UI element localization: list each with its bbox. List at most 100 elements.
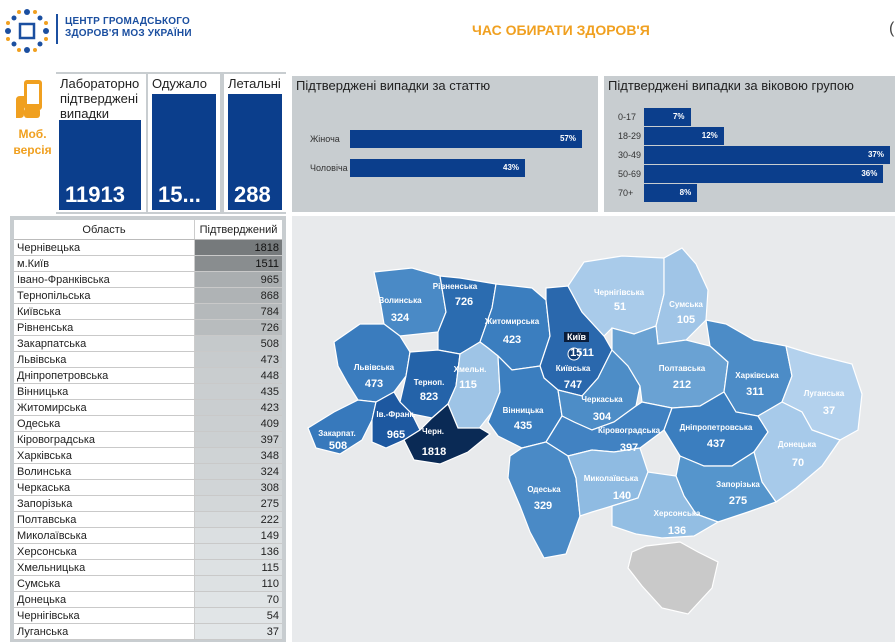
region-crimea[interactable] xyxy=(627,541,719,615)
table-row[interactable]: Черкаська 308 xyxy=(14,480,282,496)
region-value-label: 508 xyxy=(328,440,348,452)
mobile-version-button[interactable]: Моб. версія xyxy=(10,74,55,164)
table-row[interactable]: м.Київ 1511 xyxy=(14,256,282,272)
confirmed-value-cell: 784 xyxy=(194,304,282,319)
region-sumy[interactable] xyxy=(655,247,709,345)
region-value-label: 435 xyxy=(513,420,533,432)
bar: 36% xyxy=(644,165,884,183)
region-name-label: Черкаська xyxy=(581,395,623,404)
table-row[interactable]: Полтавська 222 xyxy=(14,512,282,528)
table-row[interactable]: Хмельницька 115 xyxy=(14,560,282,576)
region-name-label: Полтавська xyxy=(658,364,706,373)
table-row[interactable]: Запорізька 275 xyxy=(14,496,282,512)
region-value-label: 1818 xyxy=(421,446,447,458)
confirmed-value-cell: 54 xyxy=(194,608,282,623)
mobile-label-line2: версія xyxy=(13,143,52,157)
bar: 37% xyxy=(644,146,890,164)
confirmed-value-cell: 222 xyxy=(194,512,282,527)
table-row[interactable]: Донецька 70 xyxy=(14,592,282,608)
confirmed-value-cell: 473 xyxy=(194,352,282,367)
gender-chart-title: Підтверджені випадки за статтю xyxy=(296,78,491,93)
logo-line-2: ЗДОРОВ'Я МОЗ УКРАЇНИ xyxy=(65,28,192,39)
bar-value-label: 36% xyxy=(861,169,878,178)
table-row[interactable]: Дніпропетровська 448 xyxy=(14,368,282,384)
region-value-label: 136 xyxy=(667,525,687,537)
bar-category-label: 30-49 xyxy=(618,150,642,160)
region-name-cell: Харківська xyxy=(17,450,72,462)
region-name-label: Херсонська xyxy=(653,509,701,518)
table-row[interactable]: Івано-Франківська 965 xyxy=(14,272,282,288)
table-row[interactable]: Чернігівська 54 xyxy=(14,608,282,624)
table-row[interactable]: Миколаївська 149 xyxy=(14,528,282,544)
table-row[interactable]: Одеська 409 xyxy=(14,416,282,432)
region-name-label: Рівненська xyxy=(432,282,478,291)
kpi-label: Лабораторно підтверджені випадки xyxy=(60,76,140,121)
region-name-label: Київська xyxy=(555,364,591,373)
table-body: Чернівецька 1818 м.Київ 1511 Івано-Франківсь… xyxy=(14,240,282,640)
map-canvas xyxy=(307,247,863,615)
region-name-cell: Дніпропетровська xyxy=(17,370,109,382)
table-row[interactable]: Житомирська 423 xyxy=(14,400,282,416)
table-row[interactable]: Тернопільська 868 xyxy=(14,288,282,304)
bar-row[interactable]: 70+ 8% xyxy=(604,184,895,202)
region-chernivtsi[interactable] xyxy=(403,402,492,465)
bar-category-label: 0-17 xyxy=(618,112,637,122)
region-kherson[interactable] xyxy=(611,471,720,539)
bar-row[interactable]: 0-17 7% xyxy=(604,108,895,126)
column-header-region[interactable]: Область xyxy=(82,224,126,236)
confirmed-value-cell: 324 xyxy=(194,464,282,479)
confirmed-value-cell: 70 xyxy=(194,592,282,607)
region-value-label: 324 xyxy=(390,312,410,324)
bar-category-label: 70+ xyxy=(618,188,634,198)
logo-text: ЦЕНТР ГРОМАДСЬКОГО ЗДОРОВ'Я МОЗ УКРАЇНИ xyxy=(65,16,192,40)
table-row[interactable]: Чернівецька 1818 xyxy=(14,240,282,256)
region-value-label: 397 xyxy=(619,442,639,454)
table-row[interactable]: Київська 784 xyxy=(14,304,282,320)
region-value-label: 329 xyxy=(533,500,553,512)
region-name-label: Терноп. xyxy=(413,378,445,387)
bar-row[interactable]: 30-49 37% xyxy=(604,146,895,164)
region-lviv[interactable] xyxy=(333,323,411,403)
confirmed-value-cell: 136 xyxy=(194,544,282,559)
bar-row[interactable]: Жіноча 57% xyxy=(292,130,598,148)
table-row[interactable]: Луганська 37 xyxy=(14,624,282,640)
confirmed-value-cell: 115 xyxy=(194,560,282,575)
region-value-label: 423 xyxy=(502,334,522,346)
confirmed-value-cell: 110 xyxy=(194,576,282,591)
region-name-label: Одеська xyxy=(527,485,561,494)
bar-value-label: 57% xyxy=(559,134,576,143)
region-value-label: 965 xyxy=(386,429,406,441)
partial-icon: ( xyxy=(889,20,895,37)
bar-row[interactable]: Чоловіча 43% xyxy=(292,159,598,177)
region-odesa[interactable] xyxy=(507,441,581,559)
table-row[interactable]: Херсонська 136 xyxy=(14,544,282,560)
ministry-logo-icon xyxy=(5,9,49,53)
bar-row[interactable]: 50-69 36% xyxy=(604,165,895,183)
confirmed-value-cell: 435 xyxy=(194,384,282,399)
table-row[interactable]: Вінницька 435 xyxy=(14,384,282,400)
table-row[interactable]: Волинська 324 xyxy=(14,464,282,480)
table-row[interactable]: Харківська 348 xyxy=(14,448,282,464)
region-name-label: Черн. xyxy=(421,427,445,436)
table-row[interactable]: Львівська 473 xyxy=(14,352,282,368)
table-row[interactable]: Сумська 110 xyxy=(14,576,282,592)
column-header-confirmed[interactable]: Підтверджений xyxy=(194,220,282,239)
age-chart-panel: Підтверджені випадки за віковою групою 0… xyxy=(604,76,895,212)
region-name-label: Миколаївська xyxy=(583,474,639,483)
region-kyivcity[interactable] xyxy=(567,347,581,361)
table-row[interactable]: Кіровоградська 397 xyxy=(14,432,282,448)
kpi-recovered: Одужало 15... xyxy=(148,74,220,212)
kpi-value-box: 11913 xyxy=(59,120,141,210)
table-row[interactable]: Рівненська 726 xyxy=(14,320,282,336)
table-row[interactable]: Закарпатська 508 xyxy=(14,336,282,352)
region-value-label: 115 xyxy=(459,379,477,391)
regions-table: Область Підтверджений Чернівецька 1818 м.К… xyxy=(14,220,282,640)
region-name-label: Луганська xyxy=(803,389,845,398)
region-name-cell: Волинська xyxy=(17,466,72,478)
logo-divider xyxy=(56,14,58,44)
region-donetsk[interactable] xyxy=(753,401,841,503)
region-name-label: Харківська xyxy=(735,371,779,380)
region-name-cell: м.Київ xyxy=(17,258,50,270)
bar-category-label: 50-69 xyxy=(618,169,642,179)
bar-row[interactable]: 18-29 12% xyxy=(604,127,895,145)
